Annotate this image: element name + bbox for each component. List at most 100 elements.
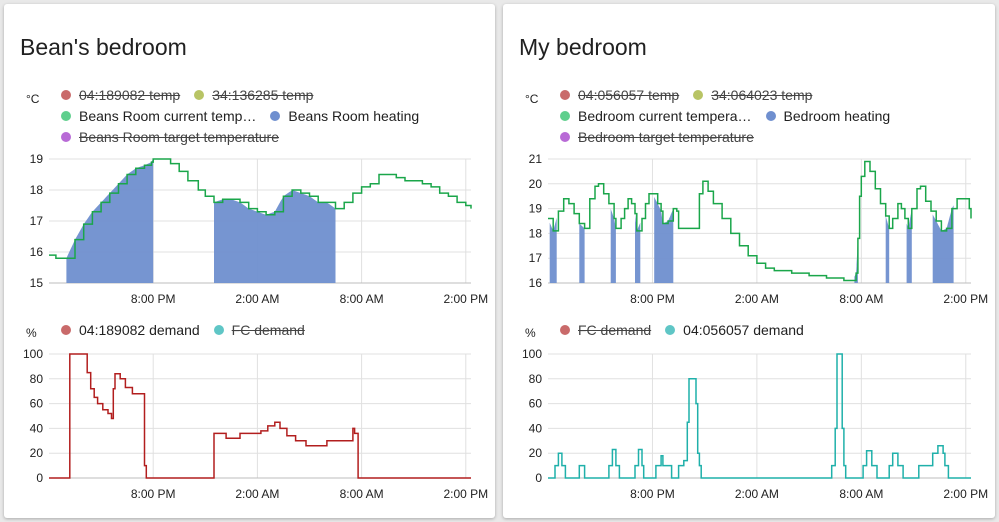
x-tick-label: 2:00 AM	[235, 487, 279, 501]
y-tick-label: 18	[529, 226, 543, 240]
y-tick-label: 17	[30, 214, 44, 228]
legend-item[interactable]: 34:064023 temp	[693, 87, 812, 103]
legend-item[interactable]: 04:056057 temp	[560, 87, 679, 103]
heating-area	[885, 216, 890, 283]
temperature-chart: 16 17 18 19 20 21 8:00 PM 2:00 AM 8:00 AM 2:00 PM	[529, 152, 988, 306]
y-tick-label: 17	[529, 251, 543, 265]
legend-item[interactable]: 04:056057 demand	[665, 322, 804, 338]
y-tick-label: 40	[30, 421, 44, 435]
card-title: Bean's bedroom	[20, 34, 187, 60]
legend-label: Bedroom target temperature	[578, 128, 754, 145]
legend-row: Bedroom current tempera… Bedroom heating	[560, 105, 904, 126]
legend-row: 04:189082 demand FC demand	[61, 319, 319, 340]
legend-dot-icon	[560, 324, 570, 335]
x-tick-label: 8:00 PM	[131, 292, 176, 306]
x-tick-label: 8:00 AM	[340, 292, 384, 306]
x-tick-label: 8:00 PM	[131, 487, 176, 501]
legend-dot-icon	[61, 110, 71, 121]
demand-chart: 0 20 40 60 80 100 8:00 PM 2:00 AM 8:00 AM 2:00 PM	[23, 347, 488, 501]
x-tick-label: 2:00 AM	[735, 487, 779, 501]
x-tick-label: 8:00 AM	[839, 487, 883, 501]
series-line	[548, 160, 972, 282]
legend-dot-icon	[560, 89, 570, 100]
heating-area	[654, 197, 674, 283]
y-tick-label: 100	[23, 347, 43, 361]
y-tick-label: 80	[529, 372, 543, 386]
legend-dot-icon	[61, 324, 71, 335]
temperature-unit-label: °C	[525, 92, 539, 106]
beans-bedroom-card: Bean's bedroom °C 04:189082 temp 34:13628…	[4, 4, 495, 518]
x-tick-label: 2:00 PM	[943, 292, 988, 306]
y-tick-label: 16	[529, 276, 543, 290]
demand-unit-label: %	[525, 326, 536, 340]
legend-item[interactable]: FC demand	[213, 322, 305, 338]
legend-item[interactable]: FC demand	[560, 322, 651, 338]
y-tick-label: 20	[30, 446, 44, 460]
legend-item[interactable]: 04:189082 demand	[61, 322, 200, 338]
x-tick-label: 8:00 PM	[630, 487, 675, 501]
series-line	[49, 158, 472, 259]
temperature-legend: 04:189082 temp 34:136285 temp Beans Room c…	[61, 84, 433, 147]
temperature-unit-label: °C	[26, 92, 40, 106]
legend-row: 04:189082 temp 34:136285 temp	[61, 84, 433, 105]
demand-legend: FC demand 04:056057 demand	[560, 319, 818, 340]
card-title: My bedroom	[519, 34, 647, 60]
x-tick-label: 2:00 AM	[735, 292, 779, 306]
x-tick-label: 2:00 PM	[943, 487, 988, 501]
legend-label: Beans Room target temperature	[79, 128, 279, 145]
demand-unit-label: %	[26, 326, 37, 340]
legend-dot-icon	[270, 110, 281, 121]
legend-item[interactable]: Beans Room heating	[270, 108, 419, 124]
heating-area	[854, 238, 858, 283]
temperature-chart: 15 16 17 18 19 8:00 PM 2:00 AM 8:00 AM 2:00 PM	[30, 152, 489, 306]
my-bedroom-card: My bedroom °C 04:056057 temp 34:064023 te…	[503, 4, 995, 518]
y-tick-label: 40	[529, 421, 543, 435]
legend-row: 04:056057 temp 34:064023 temp	[560, 84, 904, 105]
legend-label: 34:136285 temp	[212, 86, 314, 103]
legend-item[interactable]: Beans Room current temp…	[61, 108, 256, 124]
heating-area	[549, 217, 557, 283]
legend-item[interactable]: Bedroom heating	[765, 107, 891, 124]
x-tick-label: 2:00 PM	[443, 292, 488, 306]
y-tick-label: 60	[30, 397, 44, 411]
legend-item[interactable]: Bedroom current tempera…	[560, 108, 752, 124]
legend-item[interactable]: Bedroom target temperature	[560, 129, 754, 145]
legend-dot-icon	[61, 89, 71, 100]
x-tick-label: 8:00 AM	[839, 292, 883, 306]
y-tick-label: 0	[535, 471, 542, 485]
legend-label: 04:056057 demand	[683, 321, 804, 338]
legend-label: FC demand	[578, 321, 652, 338]
legend-label: 04:189082 temp	[79, 86, 181, 103]
x-tick-label: 2:00 PM	[443, 487, 488, 501]
series-line	[548, 353, 971, 479]
heating-area	[610, 208, 616, 283]
legend-row: FC demand 04:056057 demand	[560, 319, 818, 340]
legend-dot-icon	[765, 110, 776, 121]
legend-item[interactable]: Beans Room target temperature	[61, 129, 279, 145]
heating-area	[66, 159, 154, 283]
legend-label: 04:056057 temp	[578, 86, 680, 103]
legend-label: Bedroom current tempera…	[578, 107, 752, 124]
legend-dot-icon	[213, 324, 224, 335]
y-tick-label: 18	[30, 183, 44, 197]
legend-row: Beans Room current temp… Beans Room heati…	[61, 105, 433, 126]
legend-row: Bedroom target temperature	[560, 126, 904, 147]
legend-row: Beans Room target temperature	[61, 126, 433, 147]
temperature-legend: 04:056057 temp 34:064023 temp Bedroom curr…	[560, 84, 904, 147]
y-tick-label: 100	[522, 347, 542, 361]
x-tick-label: 2:00 AM	[235, 292, 279, 306]
legend-label: Beans Room current temp…	[79, 107, 257, 124]
legend-item[interactable]: 34:136285 temp	[194, 87, 313, 103]
heating-area	[214, 190, 336, 283]
legend-label: Beans Room heating	[288, 107, 420, 124]
legend-item[interactable]: 04:189082 temp	[61, 87, 180, 103]
legend-label: Bedroom heating	[783, 107, 891, 124]
heating-area	[932, 205, 954, 283]
legend-label: 04:189082 demand	[79, 321, 200, 338]
y-tick-label: 19	[30, 152, 44, 166]
legend-dot-icon	[560, 131, 570, 142]
y-tick-label: 21	[529, 152, 543, 166]
y-tick-label: 15	[30, 276, 44, 290]
legend-dot-icon	[693, 89, 704, 100]
x-tick-label: 8:00 PM	[630, 292, 675, 306]
